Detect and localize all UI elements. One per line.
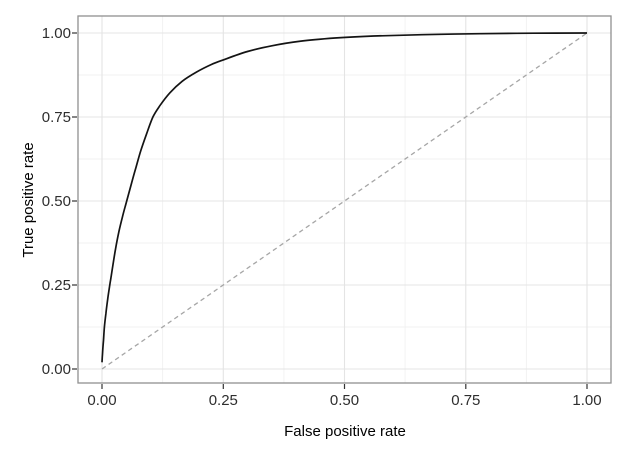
- roc-curve-line: [101, 32, 588, 363]
- y-axis-tick-label: 1.00: [42, 25, 71, 42]
- x-axis-tick-label: 0.00: [87, 392, 116, 409]
- y-axis-tick-label: 0.00: [42, 361, 71, 378]
- chance-diagonal-line: [101, 32, 588, 370]
- x-axis-title: False positive rate: [284, 423, 406, 440]
- x-axis-tick-label: 0.75: [451, 392, 480, 409]
- y-axis-tick-label: 0.50: [42, 193, 71, 210]
- y-axis-title: True positive rate: [20, 142, 37, 257]
- x-axis-tick-label: 0.25: [209, 392, 238, 409]
- y-axis-tick-label: 0.25: [42, 277, 71, 294]
- panel-border: [77, 15, 612, 384]
- x-axis-tick-label: 0.50: [330, 392, 359, 409]
- y-axis-tick-label: 0.75: [42, 109, 71, 126]
- x-axis-tick-label: 1.00: [572, 392, 601, 409]
